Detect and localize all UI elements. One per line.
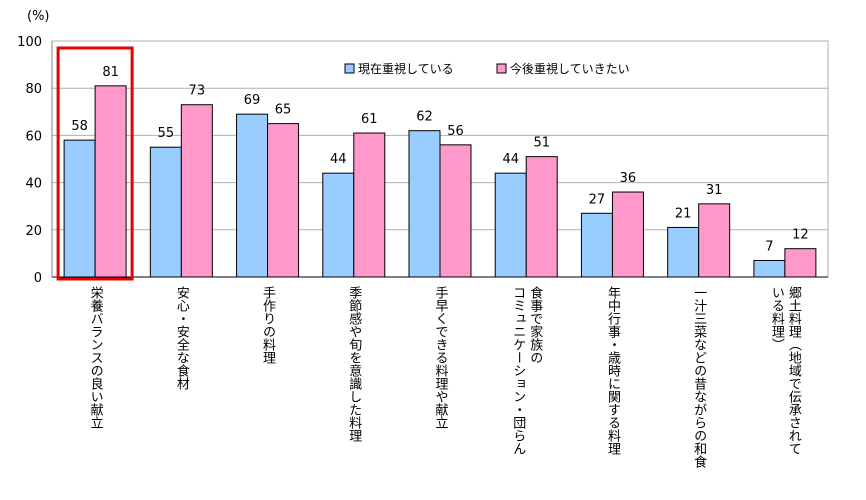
category-label: 食事で家族の (527, 285, 543, 364)
legend-label: 現在重視している (358, 61, 454, 76)
data-label: 55 (158, 126, 175, 141)
y-tick-label: 60 (25, 129, 42, 144)
data-label: 36 (620, 171, 637, 186)
y-tick-label: 20 (25, 224, 42, 239)
bar-future (698, 203, 731, 278)
data-label: 73 (189, 84, 206, 99)
data-label: 69 (244, 93, 261, 108)
legend-label: 今後重視していきたい (510, 61, 630, 76)
bar-future (439, 144, 472, 278)
legend-swatch (344, 63, 355, 74)
data-label: 21 (675, 206, 692, 221)
data-label: 62 (416, 110, 433, 125)
data-label: 44 (502, 152, 519, 167)
data-label: 44 (330, 152, 347, 167)
data-label: 51 (533, 136, 550, 151)
bar-future (94, 85, 127, 278)
y-tick-label: 80 (25, 82, 42, 97)
category-label: 手早くできる料理や献立 (433, 286, 449, 429)
highlight-box (56, 46, 134, 281)
bar-current (63, 139, 96, 278)
bars (63, 85, 817, 278)
legend: 現在重視している 今後重視していきたい (344, 61, 630, 76)
bar-current (236, 113, 269, 278)
category-label: 一汁三菜などの昔ながらの和食 (691, 286, 707, 468)
data-label: 31 (706, 183, 723, 198)
y-tick-label: 100 (17, 35, 42, 50)
bar-future (180, 104, 213, 278)
category-label: 年中行事・歳時に関する料理 (605, 286, 621, 455)
y-tick-label: 0 (34, 271, 42, 286)
data-label: 27 (589, 192, 606, 207)
y-tick-label: 40 (25, 177, 42, 192)
category-label: 手作りの料理 (260, 286, 276, 364)
bar-current (408, 130, 441, 278)
value-labels: 58 81 55 73 69 65 44 61 62 56 44 51 27 36 21 31 7 12 (71, 65, 808, 255)
data-label: 12 (792, 228, 809, 243)
bar-future (525, 156, 558, 278)
bar-future (784, 248, 817, 278)
bar-current (494, 172, 527, 278)
legend-swatch (496, 63, 507, 74)
bar-future (267, 123, 300, 278)
bar-current (667, 226, 700, 278)
data-label: 56 (447, 124, 464, 139)
data-label: 81 (102, 65, 119, 80)
category-label: いる料理） (769, 286, 785, 351)
category-label: 季節感や旬を意識した料理 (346, 286, 362, 442)
data-label: 58 (71, 119, 88, 134)
data-label: 7 (765, 239, 773, 254)
category-label: 栄養バランスの良い献立 (88, 286, 104, 429)
y-axis-unit-label: (%) (27, 9, 50, 24)
data-label: 61 (361, 112, 378, 127)
data-label: 65 (275, 103, 292, 118)
bar-current (149, 146, 182, 278)
category-labels: 栄養バランスの良い献立 安心・安全な食材 手作りの料理 季節感や旬を意識した料理 手早く… (88, 285, 802, 468)
axes: 0 20 40 60 80 100 (17, 35, 829, 286)
highlight-box-rect (56, 46, 134, 281)
category-label: コミュニケーション・団らん (510, 286, 525, 455)
bar-current (753, 259, 786, 278)
category-label: 安心・安全な食材 (174, 286, 190, 390)
bar-future (353, 132, 386, 278)
bar-current (580, 212, 613, 278)
bar-current (322, 172, 355, 278)
bar-future (611, 191, 644, 278)
category-label: 郷土料理（地域で伝承されて (786, 286, 802, 455)
